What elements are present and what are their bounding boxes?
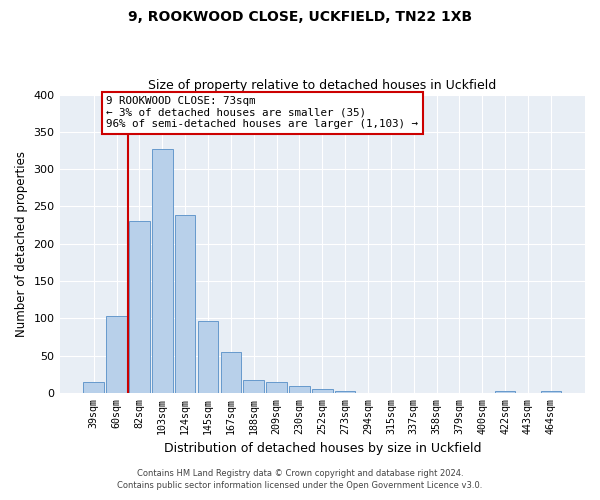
Title: Size of property relative to detached houses in Uckfield: Size of property relative to detached ho… (148, 79, 496, 92)
Text: Contains HM Land Registry data © Crown copyright and database right 2024.
Contai: Contains HM Land Registry data © Crown c… (118, 468, 482, 490)
Bar (289, 386, 310, 393)
Bar (244, 380, 264, 393)
Bar (106, 316, 127, 393)
Bar (198, 321, 218, 393)
Text: 9 ROOKWOOD CLOSE: 73sqm
← 3% of detached houses are smaller (35)
96% of semi-det: 9 ROOKWOOD CLOSE: 73sqm ← 3% of detached… (106, 96, 418, 129)
Bar (152, 149, 173, 393)
Text: 9, ROOKWOOD CLOSE, UCKFIELD, TN22 1XB: 9, ROOKWOOD CLOSE, UCKFIELD, TN22 1XB (128, 10, 472, 24)
Bar (335, 392, 355, 393)
Bar (221, 352, 241, 393)
Bar (83, 382, 104, 393)
Bar (541, 392, 561, 393)
Bar (495, 392, 515, 393)
Bar (266, 382, 287, 393)
Bar (312, 389, 332, 393)
Bar (129, 222, 150, 393)
Y-axis label: Number of detached properties: Number of detached properties (15, 150, 28, 336)
Bar (175, 216, 196, 393)
X-axis label: Distribution of detached houses by size in Uckfield: Distribution of detached houses by size … (164, 442, 481, 455)
